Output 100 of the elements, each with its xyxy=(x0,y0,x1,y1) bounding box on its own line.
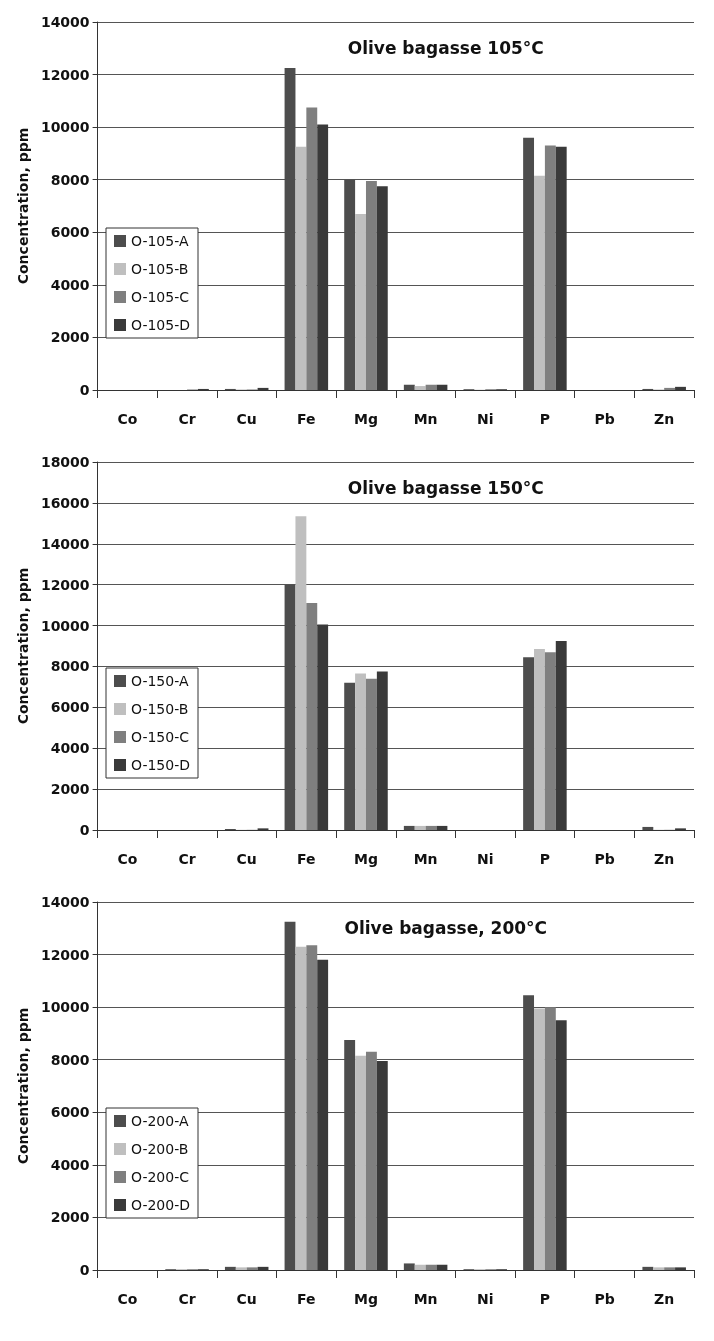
legend-label: O-150-D xyxy=(131,757,191,773)
x-tick-label: Fe xyxy=(297,851,316,867)
y-tick-label: 0 xyxy=(79,1262,90,1278)
bar xyxy=(425,384,437,390)
bar xyxy=(425,825,437,830)
bar xyxy=(664,387,676,390)
legend-label: O-150-A xyxy=(131,673,189,689)
bar xyxy=(544,1007,556,1270)
x-tick-label: P xyxy=(539,1291,551,1307)
x-tick-label: Pb xyxy=(594,851,615,867)
x-tick-label: Zn xyxy=(654,411,675,427)
bar xyxy=(534,1008,545,1270)
y-tick-label: 10000 xyxy=(40,119,90,136)
text: Olive bagasse, 200°C xyxy=(344,917,548,938)
bar xyxy=(425,1264,437,1270)
x-tick-label: Cu xyxy=(236,1291,257,1307)
y-tick-label: 8000 xyxy=(50,1051,90,1068)
legend-label: O-200-B xyxy=(131,1141,189,1157)
bar xyxy=(365,1051,377,1270)
y-tick-label: 8000 xyxy=(50,658,90,675)
bar xyxy=(403,825,415,830)
x-tick-label: Co xyxy=(117,851,138,867)
bar xyxy=(295,946,307,1270)
y-tick-label: 2000 xyxy=(50,1209,90,1226)
bar xyxy=(544,652,556,830)
legend-label: O-150-B xyxy=(131,701,189,717)
y-tick-label: 2000 xyxy=(50,781,90,798)
y-tick-label: 6000 xyxy=(50,699,90,716)
y-tick-label: 16000 xyxy=(40,494,90,511)
x-tick-label: Ni xyxy=(477,1291,494,1307)
y-tick-label: 0 xyxy=(79,822,90,838)
y-tick-label: 6000 xyxy=(50,1104,90,1121)
y-tick-label: 4000 xyxy=(50,276,90,293)
bar xyxy=(306,603,318,830)
y-tick-label: 18000 xyxy=(40,454,90,470)
text: Olive bagasse 105°C xyxy=(347,37,544,58)
x-tick-label: Co xyxy=(117,1291,138,1307)
bar xyxy=(642,826,654,830)
y-axis-title: Concentration, ppm xyxy=(15,567,31,725)
y-tick-label: 0 xyxy=(79,382,90,398)
bar xyxy=(246,1267,258,1270)
x-tick-label: Fe xyxy=(297,1291,316,1307)
bar xyxy=(534,649,545,830)
y-tick-label: 10000 xyxy=(40,617,90,634)
x-tick-label: Mn xyxy=(413,851,438,867)
x-tick-label: Mn xyxy=(413,411,438,427)
legend-label: O-200-D xyxy=(131,1197,191,1213)
x-tick-label: Pb xyxy=(594,411,615,427)
bar xyxy=(224,1266,236,1270)
legend-label: O-200-A xyxy=(131,1113,189,1129)
x-tick-label: Mn xyxy=(413,1291,438,1307)
x-tick-label: P xyxy=(539,851,551,867)
x-tick-label: Zn xyxy=(654,1291,675,1307)
y-tick-label: 2000 xyxy=(50,329,90,346)
bar xyxy=(414,386,426,390)
legend-label: O-150-C xyxy=(131,729,190,745)
x-tick-label: Cr xyxy=(178,851,196,867)
bar xyxy=(355,213,366,390)
bar xyxy=(642,1266,654,1270)
y-tick-label: 12000 xyxy=(40,66,90,83)
bar xyxy=(295,146,307,390)
y-axis-title: Concentration, ppm xyxy=(15,127,31,285)
legend-label: O-105-A xyxy=(131,233,189,249)
x-tick-label: Cu xyxy=(236,851,257,867)
bar xyxy=(355,1055,366,1270)
bar xyxy=(403,1263,415,1270)
bar xyxy=(306,107,318,390)
x-tick-label: Mg xyxy=(354,411,378,427)
y-tick-label: 14000 xyxy=(40,14,90,30)
bar xyxy=(653,1267,665,1270)
x-tick-label: Ni xyxy=(477,411,494,427)
y-tick-label: 12000 xyxy=(40,576,90,593)
bar xyxy=(306,945,318,1270)
bar xyxy=(235,1267,247,1270)
x-tick-label: Mg xyxy=(354,1291,378,1307)
bar xyxy=(295,516,307,830)
legend-label: O-105-B xyxy=(131,261,189,277)
legend-label: O-105-C xyxy=(131,289,190,305)
text: Olive bagasse 150°C xyxy=(347,477,544,498)
y-tick-label: 14000 xyxy=(40,535,90,552)
x-tick-label: Ni xyxy=(477,851,494,867)
x-tick-label: Fe xyxy=(297,411,316,427)
x-tick-label: Mg xyxy=(354,851,378,867)
bar xyxy=(365,181,377,390)
x-tick-label: Pb xyxy=(594,1291,615,1307)
bar xyxy=(414,825,426,830)
x-tick-label: P xyxy=(539,411,551,427)
y-tick-label: 8000 xyxy=(50,171,90,188)
bar xyxy=(664,1267,676,1270)
x-tick-label: Cr xyxy=(178,1291,196,1307)
y-tick-label: 12000 xyxy=(40,946,90,963)
bar xyxy=(365,678,377,830)
bar xyxy=(534,175,545,390)
x-tick-label: Cu xyxy=(236,411,257,427)
legend-label: O-200-C xyxy=(131,1169,190,1185)
y-tick-label: 4000 xyxy=(50,1156,90,1173)
y-axis-title: Concentration, ppm xyxy=(15,1007,31,1165)
legend-label: O-105-D xyxy=(131,317,191,333)
y-tick-label: 6000 xyxy=(50,224,90,241)
x-tick-label: Co xyxy=(117,411,138,427)
